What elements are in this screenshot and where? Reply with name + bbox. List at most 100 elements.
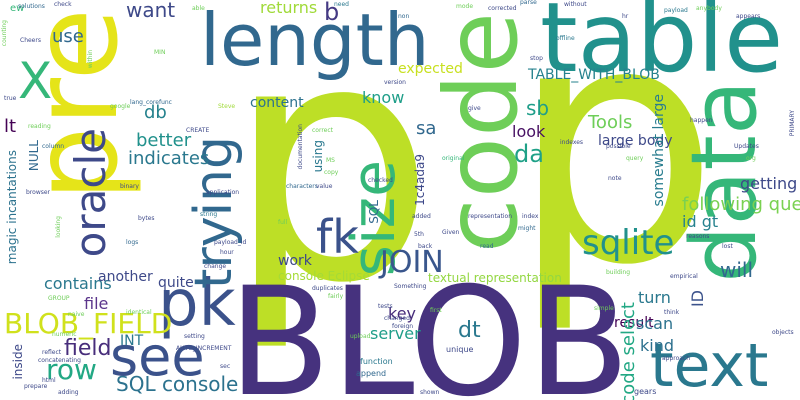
word: quite — [158, 275, 194, 291]
word: PRIMARY — [789, 110, 796, 137]
word: non — [398, 13, 410, 20]
word: table — [540, 0, 784, 94]
word: bytes — [138, 215, 155, 222]
word: fairly — [328, 293, 344, 300]
word: Given — [442, 229, 460, 236]
word: Something — [394, 283, 427, 290]
word: INT — [120, 333, 144, 349]
word: naive — [68, 311, 85, 318]
word: Cheers — [20, 37, 41, 44]
word: JOIN — [380, 245, 444, 280]
word: full — [278, 219, 288, 226]
word: Tools — [588, 112, 633, 133]
word: anybody — [696, 5, 722, 12]
word: p — [510, 0, 720, 337]
word: application — [206, 189, 240, 196]
word: SQL — [367, 200, 381, 224]
word: expected — [398, 61, 463, 77]
word: getting — [740, 174, 798, 193]
word: first — [430, 307, 442, 314]
word: id gt — [682, 212, 719, 231]
word: indexes — [560, 139, 584, 146]
word: objects — [772, 329, 794, 336]
word: Steve — [218, 103, 236, 110]
word: 5th — [414, 231, 424, 238]
word: upload — [350, 333, 371, 340]
word: lost — [722, 243, 733, 250]
word: true — [4, 95, 17, 102]
word: empirical — [670, 273, 698, 280]
word: lang_corefunc — [130, 99, 172, 106]
word: corrected — [488, 5, 517, 12]
word: text — [650, 331, 769, 400]
word: X — [18, 52, 53, 110]
word: numeric — [52, 331, 77, 338]
word: dt — [458, 318, 481, 343]
word: simple — [594, 305, 614, 312]
word: using — [311, 140, 325, 173]
word: looking — [55, 216, 62, 238]
word: magic incantations — [5, 150, 19, 265]
word: reflect — [42, 349, 62, 356]
word: CREATE — [186, 127, 210, 134]
word: key — [388, 304, 417, 323]
word: without — [564, 1, 587, 8]
word: kind — [640, 336, 675, 355]
word: server — [370, 324, 421, 343]
word: happen — [690, 117, 713, 124]
word: function — [360, 357, 393, 366]
word: GROUP — [48, 295, 70, 302]
word: sa — [416, 118, 437, 139]
word: appears — [736, 13, 761, 20]
word: documentation — [297, 124, 304, 170]
word: sec — [220, 363, 231, 370]
word: BLOB_FIELD — [4, 307, 173, 340]
word: counting — [1, 20, 8, 47]
word: correct — [312, 127, 334, 134]
word: NULL — [27, 140, 41, 172]
word: payload — [664, 7, 688, 14]
word: might — [518, 225, 536, 232]
word: textual representation — [428, 271, 562, 285]
word: turn — [638, 288, 671, 307]
word: unique — [446, 345, 474, 354]
word: lt — [4, 116, 17, 137]
word: contains — [44, 274, 112, 293]
word: SQL console — [116, 372, 239, 396]
word: AUTO_INCREMENT — [176, 345, 232, 352]
word: somewhat large — [651, 94, 667, 207]
word: know — [362, 88, 405, 107]
word: need — [334, 1, 349, 8]
word: field — [64, 336, 112, 361]
word: ID — [688, 290, 707, 308]
word: checked — [368, 177, 393, 184]
word: copy — [324, 169, 339, 176]
word: Updates — [734, 143, 759, 150]
word: BLOB — [228, 256, 631, 400]
word: shown — [420, 389, 440, 396]
word: p — [226, 0, 436, 355]
word: column — [42, 143, 65, 150]
word: concatenating — [38, 357, 81, 364]
word: db — [144, 102, 167, 123]
word: tests — [378, 303, 393, 310]
word: sb — [526, 96, 550, 120]
word: query — [626, 155, 644, 162]
word: TABLE_WITH_BLOB — [528, 67, 660, 83]
word: work — [278, 253, 312, 269]
word: another — [98, 269, 153, 285]
word: MS — [326, 157, 335, 164]
word: back — [418, 243, 433, 250]
word: content — [250, 95, 304, 111]
word: browser — [26, 189, 51, 196]
word: better — [136, 130, 192, 151]
word: append — [356, 369, 387, 378]
word: adding — [58, 389, 79, 396]
word: parse — [520, 0, 537, 6]
word: changed — [384, 315, 410, 322]
word: file — [84, 294, 109, 313]
word: will — [720, 258, 754, 282]
word: logs — [126, 239, 139, 246]
word: large body — [598, 133, 673, 149]
word: original — [442, 155, 465, 162]
